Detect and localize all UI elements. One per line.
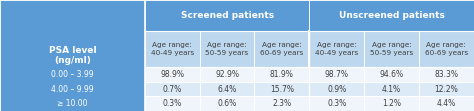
Bar bbox=[200, 67, 255, 82]
Bar bbox=[255, 82, 309, 96]
Bar bbox=[145, 0, 309, 31]
Bar bbox=[145, 96, 200, 111]
Text: Age range:
50-59 years: Age range: 50-59 years bbox=[205, 42, 249, 56]
Bar bbox=[364, 67, 419, 82]
Text: 0.9%: 0.9% bbox=[327, 84, 346, 93]
Text: 0.00 – 3.99: 0.00 – 3.99 bbox=[51, 70, 94, 79]
Text: Age range:
60-69 years: Age range: 60-69 years bbox=[260, 42, 303, 56]
Bar bbox=[200, 96, 255, 111]
Text: 2.3%: 2.3% bbox=[272, 99, 292, 108]
Bar bbox=[145, 67, 200, 82]
Text: Age range:
60-69 years: Age range: 60-69 years bbox=[425, 42, 468, 56]
Text: ≥ 10.00: ≥ 10.00 bbox=[57, 99, 88, 108]
Text: 4.1%: 4.1% bbox=[382, 84, 401, 93]
Text: 12.2%: 12.2% bbox=[434, 84, 458, 93]
Text: 1.2%: 1.2% bbox=[382, 99, 401, 108]
Text: Age range:
40-49 years: Age range: 40-49 years bbox=[151, 42, 194, 56]
Text: 83.3%: 83.3% bbox=[434, 70, 458, 79]
Bar bbox=[255, 67, 309, 82]
Text: 4.4%: 4.4% bbox=[437, 99, 456, 108]
Bar bbox=[309, 67, 364, 82]
Text: 92.9%: 92.9% bbox=[215, 70, 239, 79]
Bar bbox=[419, 96, 474, 111]
Text: Age range:
50-59 years: Age range: 50-59 years bbox=[370, 42, 413, 56]
Bar bbox=[309, 96, 364, 111]
Bar bbox=[255, 96, 309, 111]
Bar bbox=[419, 67, 474, 82]
Text: Screened patients: Screened patients bbox=[181, 11, 273, 20]
Text: 15.7%: 15.7% bbox=[270, 84, 294, 93]
Bar bbox=[364, 82, 419, 96]
Bar bbox=[0, 0, 145, 111]
Text: 98.9%: 98.9% bbox=[160, 70, 184, 79]
Text: 0.3%: 0.3% bbox=[163, 99, 182, 108]
Text: 6.4%: 6.4% bbox=[218, 84, 237, 93]
Text: 4.00 – 9.99: 4.00 – 9.99 bbox=[51, 84, 94, 93]
Bar bbox=[200, 31, 255, 67]
Bar bbox=[364, 96, 419, 111]
Bar bbox=[145, 31, 200, 67]
Text: PSA level
(ng/ml): PSA level (ng/ml) bbox=[49, 46, 96, 65]
Text: 98.7%: 98.7% bbox=[325, 70, 349, 79]
Text: 0.7%: 0.7% bbox=[163, 84, 182, 93]
Text: 81.9%: 81.9% bbox=[270, 70, 294, 79]
Bar bbox=[200, 82, 255, 96]
Text: Age range:
40-49 years: Age range: 40-49 years bbox=[315, 42, 358, 56]
Bar bbox=[419, 82, 474, 96]
Bar bbox=[309, 82, 364, 96]
Text: Unscreened patients: Unscreened patients bbox=[338, 11, 445, 20]
Bar bbox=[419, 31, 474, 67]
Text: 0.3%: 0.3% bbox=[327, 99, 346, 108]
Bar bbox=[309, 31, 364, 67]
Bar bbox=[309, 0, 474, 31]
Bar bbox=[145, 82, 200, 96]
Text: 94.6%: 94.6% bbox=[379, 70, 403, 79]
Text: 0.6%: 0.6% bbox=[218, 99, 237, 108]
Bar bbox=[255, 31, 309, 67]
Bar bbox=[364, 31, 419, 67]
